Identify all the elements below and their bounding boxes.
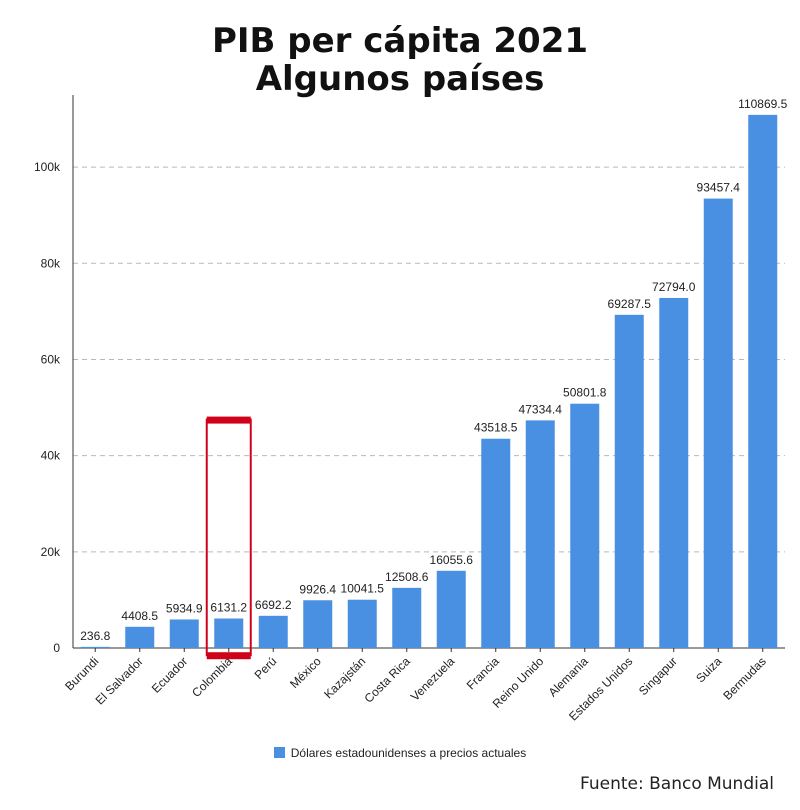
x-tick-label: Suiza: [693, 654, 724, 685]
data-label: 6131.2: [210, 601, 247, 615]
data-label: 236.8: [80, 629, 110, 643]
y-tick-label: 40k: [41, 449, 61, 463]
x-tick-label: Perú: [252, 654, 280, 682]
bar: [214, 618, 244, 648]
bar: [80, 646, 110, 648]
x-tick-label: El Salvador: [93, 654, 146, 707]
bar: [169, 619, 199, 648]
data-label: 47334.4: [519, 402, 563, 416]
bars: [80, 114, 778, 649]
bar: [481, 438, 511, 648]
bar: [258, 615, 288, 648]
x-tick-label: Ecuador: [149, 654, 191, 696]
bar: [436, 570, 466, 648]
bar: [748, 114, 778, 649]
x-tick-label: Francia: [464, 654, 502, 692]
x-tick-label: Burundi: [62, 654, 101, 693]
data-label: 16055.6: [430, 553, 474, 567]
grid-lines: [73, 166, 785, 553]
bar: [303, 600, 333, 648]
data-label: 6692.2: [255, 598, 292, 612]
x-tick-label: Colombia: [189, 654, 235, 700]
chart-title-line-1: PIB per cápita 2021: [211, 21, 589, 61]
bar-chart: 0 20k 40k 60k 80k 100k 236.8 Burundi 4408.5 El Sa…: [34, 95, 788, 724]
x-tick-label: Bermudas: [720, 654, 769, 703]
data-label: 12508.6: [385, 570, 429, 584]
bar: [525, 420, 555, 648]
bar: [347, 599, 377, 648]
bar: [659, 297, 689, 648]
bar: [392, 587, 422, 648]
x-tick-label: Singapur: [636, 654, 680, 698]
legend: Dólares estadounidenses a precios actual…: [0, 746, 800, 760]
y-tick-label: 60k: [41, 352, 61, 366]
data-label: 10041.5: [341, 582, 385, 596]
y-tick-label: 20k: [41, 545, 61, 559]
data-label: 72794.0: [652, 280, 696, 294]
highlight-top-cap: [206, 416, 251, 424]
source-note: Fuente: Banco Mundial: [580, 774, 774, 794]
legend-swatch: [273, 747, 285, 758]
chart-title: PIB per cápita 2021 Algunos países: [0, 22, 800, 98]
highlight-bottom-cap: [206, 652, 251, 660]
x-tick-label: Costa Rica: [361, 654, 413, 706]
bar: [570, 403, 600, 648]
y-tick-label: 0: [53, 641, 60, 655]
data-label: 4408.5: [121, 609, 158, 623]
bar: [703, 198, 733, 649]
x-tick-label: México: [287, 654, 324, 691]
data-label: 93457.4: [697, 181, 741, 195]
data-label: 69287.5: [608, 297, 652, 311]
data-label: 43518.5: [474, 421, 518, 435]
data-label: 9926.4: [299, 582, 336, 596]
x-tick-label: Alemania: [546, 654, 592, 700]
y-tick-label: 100k: [34, 160, 61, 174]
x-tick-label: Venezuela: [408, 654, 458, 704]
bar: [614, 314, 644, 648]
data-label: 50801.8: [563, 386, 607, 400]
chart-title-line-2: Algunos países: [255, 59, 545, 99]
highlight-box: [205, 416, 252, 660]
data-label: 110869.5: [738, 97, 787, 111]
legend-label: Dólares estadounidenses a precios actual…: [290, 746, 527, 760]
x-tick-label: Kazajstán: [321, 654, 368, 701]
y-tick-label: 80k: [41, 256, 61, 270]
bar: [125, 626, 155, 648]
data-label: 5934.9: [166, 601, 203, 615]
